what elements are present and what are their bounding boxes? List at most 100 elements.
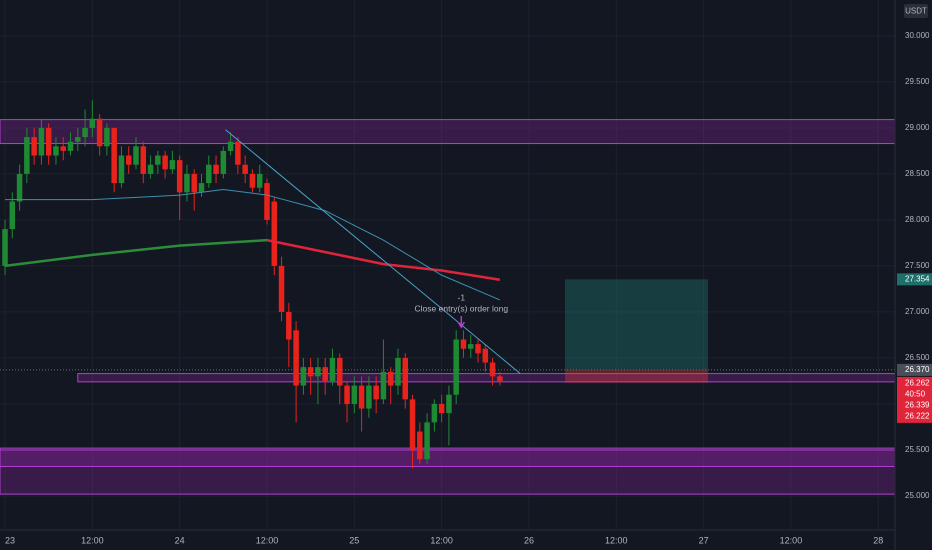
zone xyxy=(0,119,896,145)
candle-body xyxy=(16,173,23,202)
candle-body xyxy=(118,155,125,184)
candle-body xyxy=(446,394,452,414)
candle-body xyxy=(329,357,336,381)
tag-stack-label: 40:50 xyxy=(905,390,926,399)
x-tick-label: 28 xyxy=(873,535,883,545)
candle-body xyxy=(373,385,379,400)
x-tick-label: 12:00 xyxy=(605,535,628,545)
annotation: -1 xyxy=(458,292,466,302)
y-tick-label: 28.000 xyxy=(905,215,930,224)
candle-body xyxy=(264,183,270,220)
candle-body xyxy=(147,164,154,174)
candle-body xyxy=(198,183,205,193)
tag-stack-label: 26.339 xyxy=(905,401,930,410)
candle-body xyxy=(344,385,350,404)
candle-body xyxy=(424,422,430,460)
candle-body xyxy=(387,371,394,386)
y-tick-label: 30.000 xyxy=(905,31,930,40)
x-tick-label: 26 xyxy=(524,535,534,545)
candle-body xyxy=(322,367,328,381)
y-tick-label: 27.000 xyxy=(905,307,930,316)
candle-body xyxy=(104,127,110,147)
zone xyxy=(0,449,896,468)
candle-body xyxy=(184,173,190,193)
line xyxy=(266,238,501,281)
candle-body xyxy=(380,371,387,400)
candle-body xyxy=(162,155,168,170)
candle-body xyxy=(53,146,59,156)
x-tick-label: 27 xyxy=(699,535,709,545)
candle-body xyxy=(140,146,147,174)
candle-body xyxy=(438,403,445,414)
candle-body xyxy=(176,160,183,193)
candle-body xyxy=(235,141,241,165)
candle-body xyxy=(111,127,117,184)
candle-body xyxy=(402,357,409,400)
tag-stack-label: 26.262 xyxy=(905,379,930,388)
candle-body xyxy=(351,385,358,404)
candle-body xyxy=(2,229,8,266)
line xyxy=(5,189,501,301)
price-tag-label: 27.354 xyxy=(905,274,930,283)
line xyxy=(225,129,521,374)
y-tick-label: 25.500 xyxy=(905,445,930,454)
y-tick-label: 29.000 xyxy=(905,123,930,132)
tag-stack xyxy=(897,376,932,423)
candle-body xyxy=(191,173,197,193)
x-tick-label: 23 xyxy=(5,535,15,545)
candle-body xyxy=(431,403,438,423)
tag-stack-label: 26.222 xyxy=(905,412,930,421)
annotation-arrow xyxy=(457,316,465,329)
candle-body xyxy=(96,118,103,147)
candle-body xyxy=(293,330,299,386)
candle-body xyxy=(31,137,37,156)
candle-body xyxy=(45,127,52,156)
candle-body xyxy=(67,141,74,151)
candle-body xyxy=(468,344,474,349)
candle-body xyxy=(206,164,212,184)
x-tick-label: 12:00 xyxy=(256,535,279,545)
candle-body xyxy=(278,265,285,312)
candle-body xyxy=(453,339,459,395)
candle-body xyxy=(358,385,365,409)
annotation: Close entry(s) order long xyxy=(415,303,509,313)
price-tag xyxy=(897,273,932,286)
candle-body xyxy=(271,201,278,266)
candle-body xyxy=(286,311,292,340)
candle-body xyxy=(125,155,132,165)
candle-body xyxy=(417,431,423,460)
currency: USDT xyxy=(905,7,927,16)
candle-body xyxy=(133,146,139,165)
candle-body xyxy=(242,164,248,174)
candle-body xyxy=(75,137,81,142)
candle-body xyxy=(9,201,16,230)
candle-body xyxy=(256,173,263,188)
zone xyxy=(0,447,896,495)
currency-badge xyxy=(904,4,928,18)
candle-body xyxy=(213,164,219,174)
candle-body xyxy=(337,357,343,386)
y-tick-label: 25.000 xyxy=(905,491,930,500)
candle-body xyxy=(482,348,489,363)
candle-body xyxy=(460,339,467,349)
candle-body xyxy=(60,146,66,151)
y-tick-label: 27.500 xyxy=(905,261,930,270)
x-tick-label: 12:00 xyxy=(780,535,803,545)
y-tick-label: 29.500 xyxy=(905,77,930,86)
candle-body xyxy=(89,118,96,128)
y-tick-label: 28.500 xyxy=(905,169,930,178)
candle-body xyxy=(38,127,45,156)
x-tick-label: 12:00 xyxy=(81,535,104,545)
y-tick-label: 26.500 xyxy=(905,353,930,362)
candle-body xyxy=(475,344,481,354)
candle-body xyxy=(169,160,176,170)
zone xyxy=(77,373,896,383)
x-tick-label: 12:00 xyxy=(430,535,453,545)
x-tick-label: 24 xyxy=(175,535,185,545)
candle-body xyxy=(497,376,503,381)
stop-box xyxy=(564,369,708,383)
candle-body xyxy=(366,385,372,409)
candle-body xyxy=(307,367,314,377)
candle-body xyxy=(249,173,256,188)
